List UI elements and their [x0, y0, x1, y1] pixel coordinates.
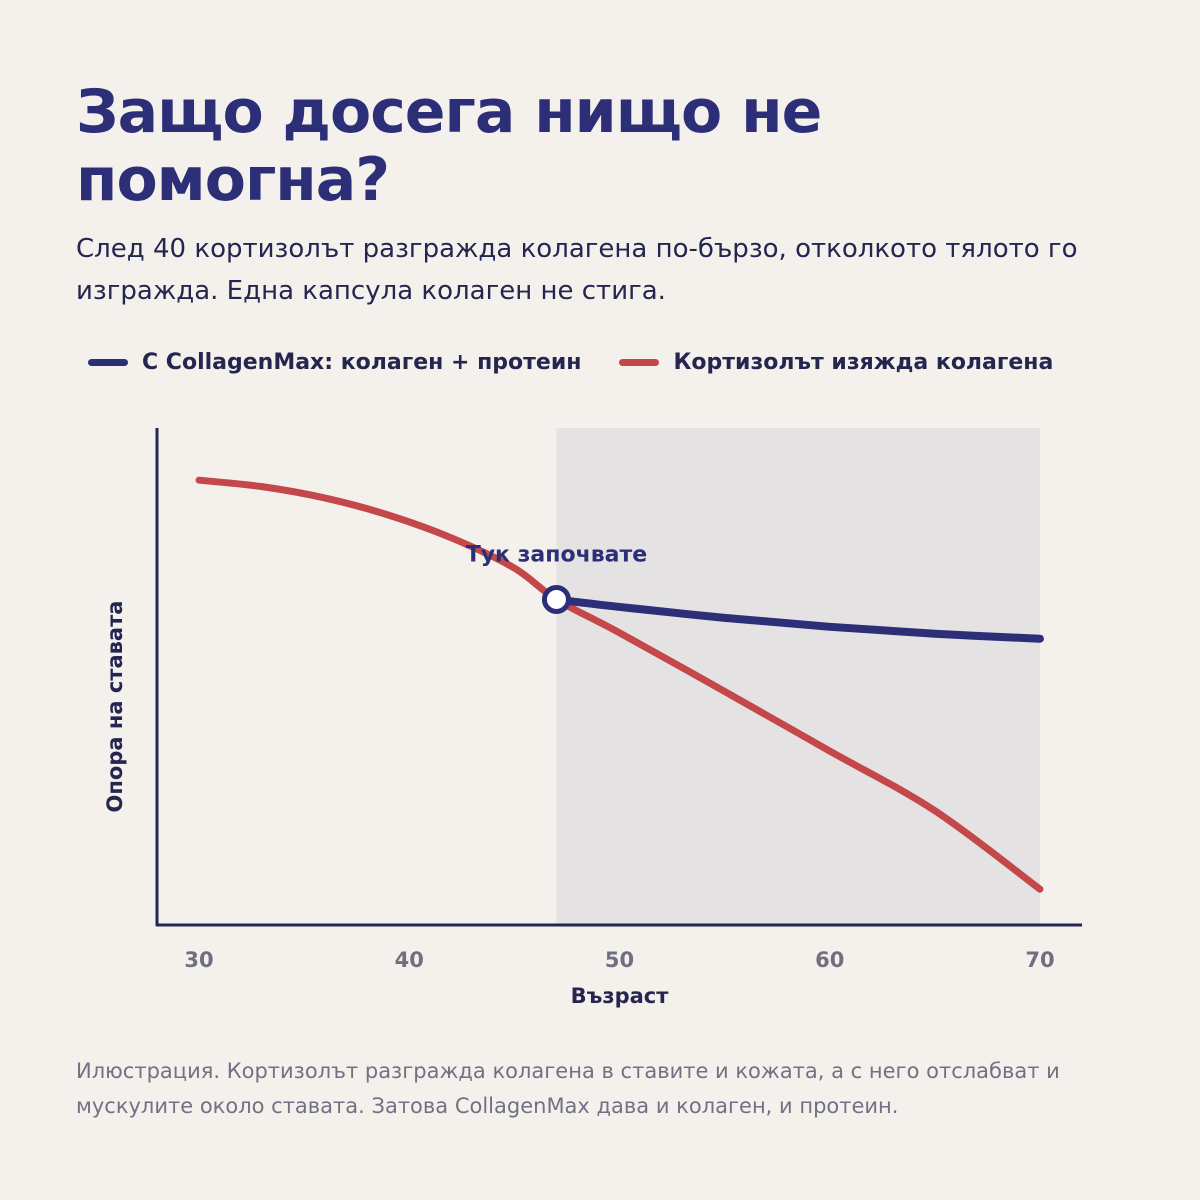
annotation-label: Тук започвате [466, 542, 647, 567]
legend-item-cortisol: Кортизолът изяжда колагена [619, 350, 1053, 375]
legend-swatch-cortisol [619, 359, 660, 366]
x-tick-label: 30 [184, 948, 213, 972]
legend-swatch-collagenmax [88, 359, 128, 366]
x-tick-label: 40 [395, 948, 424, 972]
collagen-chart: 30 40 50 60 70 Възраст Опора на ставата Тук зап… [103, 428, 1082, 1008]
legend-label-collagenmax: С CollagenMax: колаген + протеин [142, 350, 582, 375]
page-subtitle: След 40 кортизолът разгражда колагена по… [76, 234, 1078, 306]
y-axis-title: Опора на ставата [103, 601, 127, 813]
x-axis-title: Възраст [571, 984, 670, 1008]
legend-item-collagenmax: С CollagenMax: колаген + протеин [88, 350, 581, 375]
start-point-marker [541, 584, 571, 614]
x-tick-label: 60 [815, 948, 844, 972]
legend-label-cortisol: Кортизолът изяжда колагена [673, 350, 1054, 375]
chart-legend: С CollagenMax: колаген + протеин Кортизо… [88, 350, 1053, 375]
x-tick-label: 50 [605, 948, 634, 972]
footnote: Илюстрация. Кортизолът разгражда колаген… [76, 1059, 1060, 1118]
series-line-collagenmax [552, 595, 1044, 643]
page-title: Защо досега нищо не помогна? [76, 77, 822, 215]
x-tick-label: 70 [1025, 948, 1054, 972]
shaded-region [556, 428, 1040, 925]
